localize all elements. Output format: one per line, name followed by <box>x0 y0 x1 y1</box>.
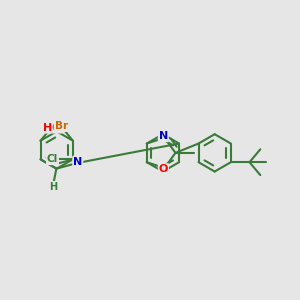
Text: N: N <box>159 131 168 141</box>
Text: HO: HO <box>43 123 62 133</box>
Text: Cl: Cl <box>47 154 58 164</box>
Text: Br: Br <box>55 121 68 131</box>
Text: N: N <box>73 157 83 166</box>
Text: H: H <box>50 182 58 192</box>
Text: O: O <box>159 164 168 174</box>
